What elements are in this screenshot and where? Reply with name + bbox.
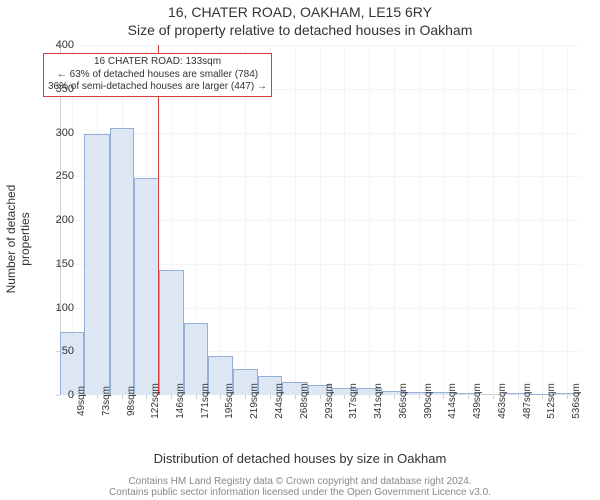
histogram-bar (84, 134, 109, 395)
histogram-bar (159, 270, 184, 395)
histogram-bar (110, 128, 134, 395)
histogram-bar (134, 178, 158, 395)
gridline-v (369, 45, 370, 395)
xtick-mark (122, 395, 123, 399)
marker-line (158, 45, 159, 395)
xtick-mark (443, 395, 444, 399)
gridline-v (394, 45, 395, 395)
xtick-label: 219sqm (249, 383, 260, 419)
xtick-mark (97, 395, 98, 399)
ytick-label: 50 (44, 345, 74, 357)
gridline-v (245, 45, 246, 395)
xtick-label: 171sqm (200, 383, 211, 419)
annotation-line: 16 CHATER ROAD: 133sqm (48, 56, 267, 69)
xtick-label: 293sqm (324, 383, 335, 419)
xtick-mark (468, 395, 469, 399)
xtick-label: 366sqm (398, 383, 409, 419)
xtick-label: 98sqm (126, 386, 137, 416)
gridline-v (220, 45, 221, 395)
gridline-v (468, 45, 469, 395)
gridline-v (320, 45, 321, 395)
ytick-label: 400 (44, 39, 74, 51)
xtick-label: 122sqm (150, 383, 161, 419)
gridline-v (518, 45, 519, 395)
xtick-label: 463sqm (497, 383, 508, 419)
gridline-v (344, 45, 345, 395)
ytick-label: 350 (44, 83, 74, 95)
xtick-mark (171, 395, 172, 399)
figure: 16, CHATER ROAD, OAKHAM, LE15 6RY Size o… (0, 0, 600, 500)
xtick-mark (220, 395, 221, 399)
ytick-label: 200 (44, 214, 74, 226)
xtick-mark (419, 395, 420, 399)
xtick-label: 536sqm (571, 383, 582, 419)
xtick-mark (344, 395, 345, 399)
xtick-mark (270, 395, 271, 399)
annotation-line: ← 63% of detached houses are smaller (78… (48, 69, 267, 82)
gridline-v (419, 45, 420, 395)
title-line-1: 16, CHATER ROAD, OAKHAM, LE15 6RY (0, 4, 600, 20)
gridline-v (493, 45, 494, 395)
annotation-box: 16 CHATER ROAD: 133sqm← 63% of detached … (43, 53, 272, 97)
xtick-mark (493, 395, 494, 399)
xtick-label: 414sqm (447, 383, 458, 419)
xtick-mark (369, 395, 370, 399)
ytick-label: 250 (44, 170, 74, 182)
xtick-label: 146sqm (175, 383, 186, 419)
annotation-line: 36% of semi-detached houses are larger (… (48, 81, 267, 94)
chart-area: 16 CHATER ROAD: 133sqm← 63% of detached … (60, 45, 580, 395)
xtick-label: 73sqm (101, 386, 112, 416)
footer: Contains HM Land Registry data © Crown c… (0, 476, 600, 498)
xtick-mark (394, 395, 395, 399)
gridline-v (295, 45, 296, 395)
xtick-mark (146, 395, 147, 399)
title-line-2: Size of property relative to detached ho… (0, 22, 600, 38)
xtick-label: 268sqm (299, 383, 310, 419)
gridline-v (542, 45, 543, 395)
xtick-label: 487sqm (522, 383, 533, 419)
xtick-mark (567, 395, 568, 399)
xtick-label: 317sqm (348, 383, 359, 419)
xtick-label: 244sqm (274, 383, 285, 419)
y-axis-label: Number of detached properties (4, 159, 32, 319)
xtick-mark (542, 395, 543, 399)
ytick-label: 300 (44, 127, 74, 139)
ytick-label: 100 (44, 302, 74, 314)
xtick-label: 512sqm (546, 383, 557, 419)
xtick-mark (196, 395, 197, 399)
ytick-label: 150 (44, 258, 74, 270)
x-axis-label: Distribution of detached houses by size … (0, 451, 600, 466)
xtick-mark (518, 395, 519, 399)
gridline-v (270, 45, 271, 395)
xtick-mark (295, 395, 296, 399)
xtick-mark (320, 395, 321, 399)
xtick-label: 195sqm (224, 383, 235, 419)
ytick-label: 0 (44, 389, 74, 401)
xtick-label: 49sqm (76, 386, 87, 416)
xtick-label: 439sqm (472, 383, 483, 419)
footer-line-2: Contains public sector information licen… (109, 487, 491, 498)
xtick-label: 390sqm (423, 383, 434, 419)
xtick-label: 341sqm (373, 383, 384, 419)
gridline-v (567, 45, 568, 395)
xtick-mark (245, 395, 246, 399)
gridline-v (443, 45, 444, 395)
footer-line-1: Contains HM Land Registry data © Crown c… (128, 476, 471, 487)
